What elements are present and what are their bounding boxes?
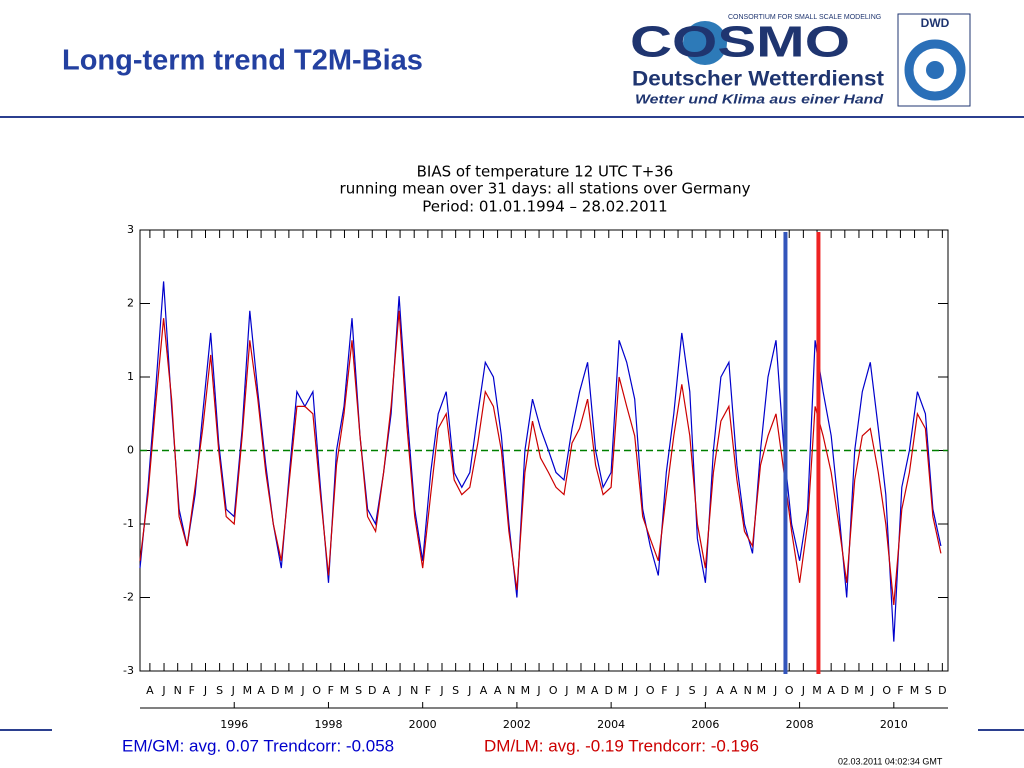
year-label: 2004 [597,718,625,731]
month-label: S [925,684,932,697]
month-label: M [618,684,628,697]
month-label: D [938,684,946,697]
chart-title: BIAS of temperature 12 UTC T+36 [417,163,674,181]
dwd-logo: DWD [897,13,971,107]
month-label: A [257,684,265,697]
month-label: M [284,684,294,697]
month-label: S [216,684,223,697]
month-label: F [661,684,667,697]
month-label: J [703,684,707,697]
cosmo-logo: CONSORTIUM FOR SMALL SCALE MODELING COSM… [630,14,884,107]
logo-dwd: DWD [921,16,950,30]
month-label: F [189,684,195,697]
dwd-swirl [904,39,966,101]
month-label: J [300,684,304,697]
month-label: O [882,684,891,697]
footer-rule-right [978,729,1024,731]
month-label: F [425,684,431,697]
logo-dwd-name: Deutscher Wetterdienst [632,68,884,91]
data-line [139,310,942,605]
data-line [139,281,942,642]
logo-consortium: CONSORTIUM FOR SMALL SCALE MODELING [728,14,881,21]
month-label: A [146,684,154,697]
month-label: J [675,684,679,697]
month-label: M [757,684,767,697]
month-label: M [340,684,350,697]
year-label: 1998 [314,718,342,731]
dwd-swirl-core [926,61,944,79]
year-label: 1996 [220,718,248,731]
timestamp: 02.03.2011 04:02:34 GMT [838,756,943,766]
y-tick-label: 2 [127,297,134,310]
y-tick-label: 1 [127,370,134,383]
month-label: M [243,684,253,697]
month-label: M [576,684,586,697]
header-rule [0,116,1024,118]
month-label: A [494,684,502,697]
month-label: N [410,684,418,697]
year-label: 2002 [503,718,531,731]
month-label: M [910,684,920,697]
month-label: S [689,684,696,697]
footer-rule-left [0,729,52,731]
month-label: S [452,684,459,697]
month-label: D [841,684,849,697]
month-label: F [328,684,334,697]
month-label: J [397,684,401,697]
month-label: M [812,684,822,697]
month-label: A [716,684,724,697]
month-label: J [161,684,165,697]
footer-dm: DM/LM: avg. -0.19 Trendcorr: -0.196 [484,736,759,755]
y-tick-label: 0 [127,444,134,457]
y-tick-label: -2 [123,591,134,604]
month-label: F [897,684,903,697]
month-label: D [368,684,376,697]
month-label: N [174,684,182,697]
month-label: D [271,684,279,697]
year-label: 2006 [691,718,719,731]
month-label: O [785,684,794,697]
month-label: O [549,684,558,697]
month-label: A [591,684,599,697]
month-label: J [536,684,540,697]
month-label: A [730,684,738,697]
month-label: J [773,684,777,697]
month-label: N [507,684,515,697]
year-label: 2000 [409,718,437,731]
month-label: J [564,684,568,697]
month-label: J [231,684,235,697]
month-label: A [827,684,835,697]
logo-cosmo: COSMO [630,18,850,67]
month-label: J [870,684,874,697]
y-tick-label: -1 [123,517,134,530]
month-label: J [439,684,443,697]
month-label: J [634,684,638,697]
footer-em: EM/GM: avg. 0.07 Trendcorr: -0.058 [122,736,394,755]
month-label: S [355,684,362,697]
year-label: 2010 [880,718,908,731]
year-label: 2008 [786,718,814,731]
month-label: N [744,684,752,697]
chart-period: Period: 01.01.1994 – 28.02.2011 [422,198,667,216]
month-label: M [521,684,531,697]
y-tick-label: -3 [123,664,134,677]
logo-slogan: Wetter und Klima aus einer Hand [635,91,884,106]
slide-title: Long-term trend T2M-Bias [62,45,423,77]
chart-subtitle: running mean over 31 days: all stations … [340,180,751,198]
month-label: M [854,684,864,697]
month-label: O [646,684,655,697]
month-label: J [467,684,471,697]
month-label: J [203,684,207,697]
month-label: A [480,684,488,697]
month-label: O [312,684,321,697]
month-label: A [383,684,391,697]
month-label: D [605,684,613,697]
month-label: J [801,684,805,697]
y-tick-label: 3 [127,223,134,236]
logo-globe [683,21,727,65]
